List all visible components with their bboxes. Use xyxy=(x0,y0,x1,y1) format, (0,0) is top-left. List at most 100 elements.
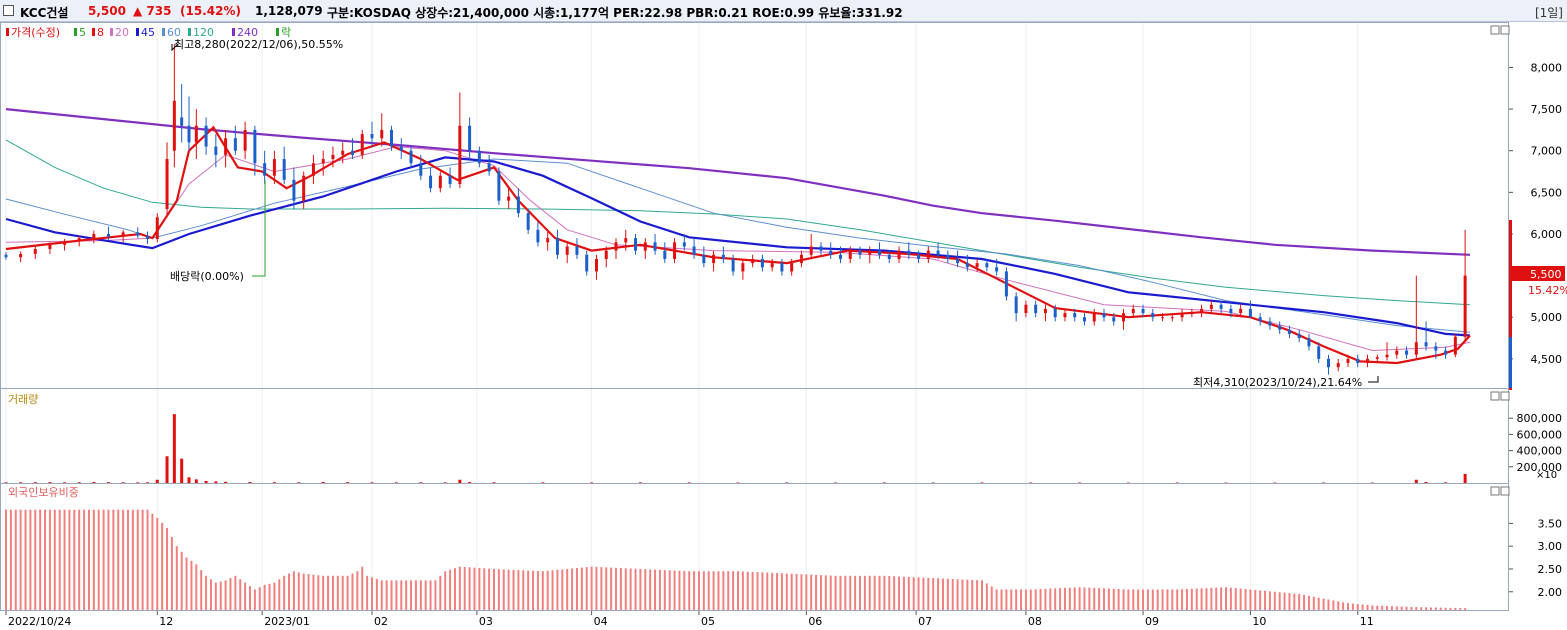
legend-swatch xyxy=(188,28,191,36)
foreign-bar xyxy=(1439,607,1442,610)
foreign-bar xyxy=(1078,587,1081,610)
foreign-bar xyxy=(1410,606,1413,610)
foreign-bar xyxy=(512,569,515,610)
foreign-bar xyxy=(390,580,393,610)
foreign-bar xyxy=(317,575,320,610)
candle xyxy=(907,242,911,259)
foreign-bar xyxy=(673,570,676,610)
legend-swatch xyxy=(110,28,113,36)
legend-item[interactable]: 8 xyxy=(97,26,104,39)
foreign-bar xyxy=(131,509,134,610)
candle xyxy=(819,242,823,255)
stock-chart[interactable]: 8,000 7,500 7,000 6,500 6,000 5,500 5,000 4,500… xyxy=(0,22,1567,630)
foreign-bar xyxy=(1386,605,1389,610)
volume-bar xyxy=(458,479,462,483)
candle xyxy=(331,146,335,168)
select-checkbox[interactable] xyxy=(3,5,14,16)
y-tick-label: 2.50 xyxy=(1538,563,1563,576)
panel-minimize-icon[interactable] xyxy=(1490,25,1500,35)
candle xyxy=(155,213,159,243)
foreign-bar xyxy=(161,522,164,610)
foreign-bar xyxy=(536,571,539,610)
foreign-bar xyxy=(229,578,232,610)
candle xyxy=(712,250,716,272)
stock-name[interactable]: KCC건설 xyxy=(20,6,69,20)
legend-item[interactable]: 45 xyxy=(141,26,155,39)
foreign-bar xyxy=(966,579,969,610)
candle xyxy=(770,258,774,272)
x-tick-label: 05 xyxy=(701,615,715,628)
foreign-bar xyxy=(1454,607,1457,610)
legend-swatch xyxy=(92,28,95,36)
x-tick-label: 04 xyxy=(594,615,608,628)
legend-item[interactable]: 20 xyxy=(115,26,129,39)
stock-info: 구분:KOSDAQ 상장수:21,400,000 시총:1,177억 PER:2… xyxy=(327,6,903,20)
volume-bar xyxy=(272,482,276,484)
candle xyxy=(673,238,677,264)
foreign-bar xyxy=(1166,589,1169,610)
legend-item[interactable]: 5 xyxy=(79,26,86,39)
foreign-bar xyxy=(1083,587,1086,610)
panel-close-icon[interactable] xyxy=(1500,486,1510,496)
panel-close-icon[interactable] xyxy=(1500,391,1510,401)
panel-close-icon[interactable] xyxy=(1500,25,1510,35)
foreign-bar xyxy=(712,571,715,610)
foreign-bar xyxy=(400,580,403,610)
volume-bar xyxy=(1424,482,1428,484)
legend-item[interactable]: 가격(수정) xyxy=(11,26,60,39)
panel-minimize-icon[interactable] xyxy=(1490,486,1500,496)
legend-item[interactable]: 240 xyxy=(237,26,258,39)
candle xyxy=(487,154,491,176)
legend-item[interactable]: 60 xyxy=(167,26,181,39)
foreign-bar xyxy=(619,568,622,610)
foreign-bar xyxy=(1234,588,1237,610)
foreign-bar xyxy=(600,567,603,610)
y-tick-label: 7,000 xyxy=(1531,145,1563,158)
candle xyxy=(1043,304,1047,322)
candle xyxy=(1463,229,1467,343)
candlesticks xyxy=(4,44,1467,375)
period-selector[interactable]: [1일] xyxy=(1534,6,1563,20)
candle xyxy=(136,227,140,239)
foreign-bar xyxy=(707,571,710,610)
candle xyxy=(4,252,8,260)
foreign-bar xyxy=(1312,596,1315,610)
foreign-bar xyxy=(697,571,700,610)
foreign-bar xyxy=(1381,605,1384,610)
legend-item[interactable]: 120 xyxy=(193,26,214,39)
candle xyxy=(1346,354,1350,368)
current-price: 5,500 xyxy=(88,4,126,18)
foreign-bar xyxy=(1005,589,1008,610)
panel-minimize-icon[interactable] xyxy=(1490,391,1500,401)
volume-bar xyxy=(882,482,886,484)
current-price-tag-label: 5,500 xyxy=(1530,268,1562,281)
candle xyxy=(965,254,969,272)
candle xyxy=(1278,321,1282,334)
candle xyxy=(1326,354,1330,375)
foreign-bar xyxy=(668,570,671,610)
foreign-bar xyxy=(380,580,383,610)
candle xyxy=(497,167,501,205)
foreign-bar xyxy=(9,509,12,610)
volume-bar xyxy=(370,482,374,484)
foreign-bar xyxy=(341,575,344,610)
volume-bar xyxy=(980,482,984,484)
candle xyxy=(292,167,296,209)
candle xyxy=(731,254,735,276)
foreign-bar xyxy=(1200,588,1203,610)
candle xyxy=(848,246,852,264)
foreign-bar xyxy=(449,569,452,610)
volume-bar xyxy=(785,482,789,484)
volume-bar xyxy=(1414,479,1418,483)
foreign-bar xyxy=(414,580,417,610)
foreign-bar xyxy=(1073,587,1076,610)
foreign-bar xyxy=(253,589,256,610)
foreign-bar xyxy=(175,546,178,610)
legend-item[interactable]: 락 xyxy=(281,26,291,39)
candle xyxy=(48,242,52,254)
candle xyxy=(1297,329,1301,343)
ma45-line xyxy=(5,156,1471,337)
candle xyxy=(1200,304,1204,318)
x-tick-label: 06 xyxy=(808,615,822,628)
foreign-bar xyxy=(336,575,339,610)
